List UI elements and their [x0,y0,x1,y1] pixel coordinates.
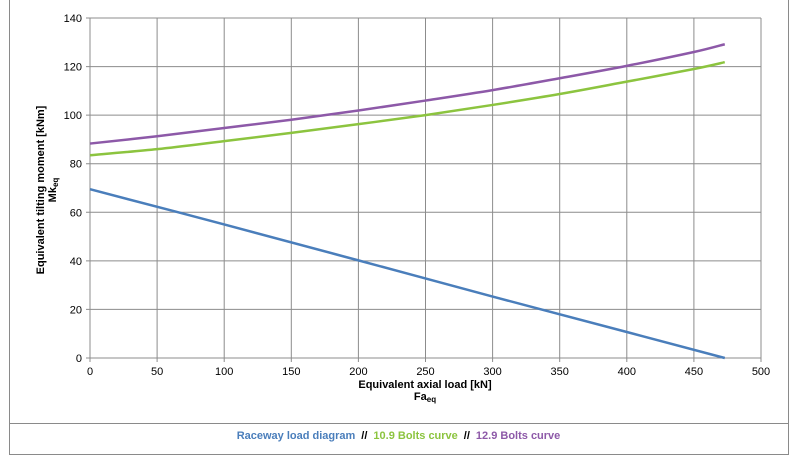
y-tick-labels: 0 20 40 60 80 100 120 140 [64,13,82,365]
x-tick-label: 300 [483,366,501,378]
x-tick-label: 150 [282,366,300,378]
chart-legend: Raceway load diagram // 10.9 Bolts curve //… [9,430,788,442]
y-tick-label: 40 [70,256,82,268]
x-axis-title: Equivalent axial load [kN] [358,379,492,391]
y-tick-label: 120 [64,62,82,74]
line-chart: 0 50 100 150 200 250 300 350 400 450 500 0 20 40 60 80… [35,13,770,404]
x-tick-label: 100 [215,366,233,378]
x-tick-label: 450 [685,366,703,378]
legend-separator: // [463,430,470,442]
x-tick-label: 500 [752,366,770,378]
x-tick-label: 400 [618,366,636,378]
x-tick-label: 350 [551,366,569,378]
y-tick-label: 60 [70,207,82,219]
legend-separator: // [361,430,368,442]
legend-bolts-12-9: 12.9 Bolts curve [475,430,561,442]
series-line-3 [89,43,726,145]
series-line-1 [89,188,726,360]
series-line-2 [89,60,726,157]
y-tick-label: 20 [70,304,82,316]
y-tick-label: 0 [76,353,82,365]
legend-raceway: Raceway load diagram [236,430,356,442]
x-axis-symbol: Faeq [414,391,436,404]
x-tick-label: 200 [349,366,367,378]
legend-divider [9,423,788,424]
y-axis-symbol: Mkeq [47,178,60,203]
chart-frame [9,0,789,455]
series-lines [89,43,726,360]
x-tick-label: 250 [416,366,434,378]
x-tick-label: 50 [151,366,163,378]
y-tick-label: 80 [70,159,82,171]
y-axis-title: Equivalent tilting moment [kNm] [35,105,47,274]
x-tick-label: 0 [87,366,93,378]
y-tick-label: 100 [64,110,82,122]
legend-bolts-10-9: 10.9 Bolts curve [373,430,458,442]
grid-lines [86,17,762,362]
y-tick-label: 140 [64,13,82,25]
x-tick-labels: 0 50 100 150 200 250 300 350 400 450 500 [87,366,770,378]
